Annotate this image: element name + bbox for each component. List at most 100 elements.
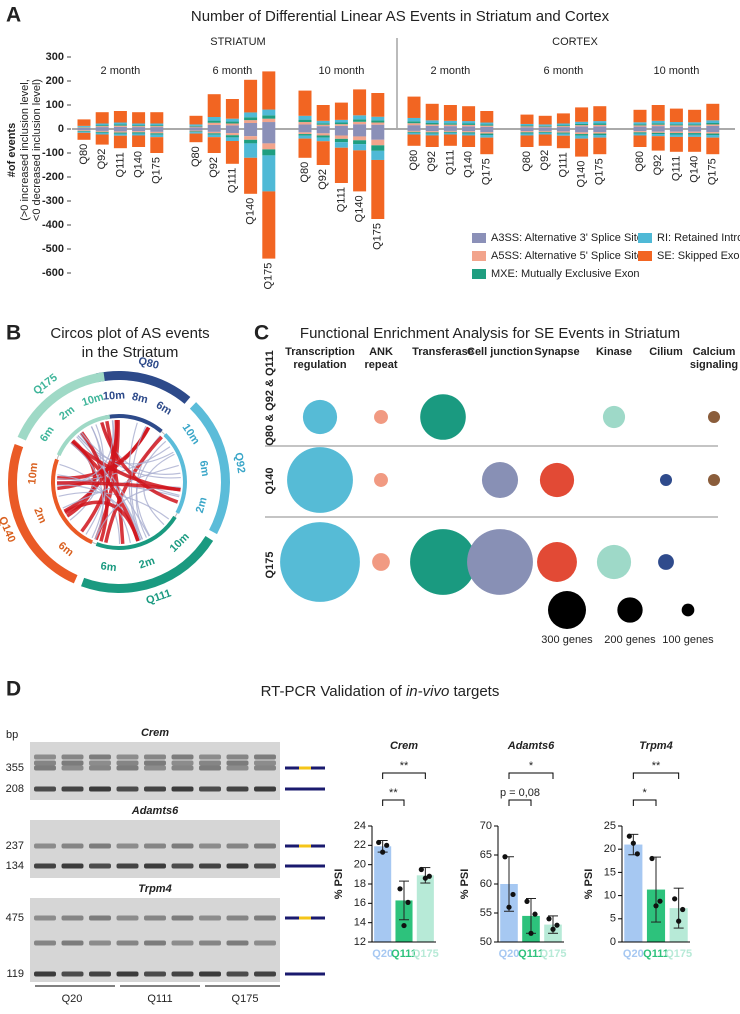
bar-segment: [652, 136, 665, 150]
circos-age-label: 10m: [168, 531, 192, 555]
bar-segment: [593, 123, 606, 124]
bar-segment: [96, 129, 109, 131]
bar-segment: [96, 123, 109, 125]
bubble: [597, 545, 631, 579]
y-tick-label: 65: [480, 849, 492, 861]
legend-swatch: [472, 251, 486, 261]
gel-band: [199, 761, 221, 766]
bar-segment: [317, 138, 330, 142]
bar-segment: [426, 120, 439, 123]
data-point: [680, 907, 685, 912]
bar-segment: [593, 138, 606, 155]
x-tick-label: Q20: [623, 948, 644, 960]
bar-segment: [335, 120, 348, 123]
y-axis-label: <0 decreased inclusion level): [31, 79, 43, 221]
x-tick-label: Q175: [151, 157, 163, 184]
bar-segment: [335, 129, 348, 135]
bar-segment: [575, 136, 588, 139]
gel-band: [199, 941, 221, 946]
bar-segment: [226, 125, 239, 129]
bubble: [303, 400, 337, 434]
bar-segment: [706, 129, 719, 132]
bar-segment: [299, 132, 312, 134]
gel-band: [144, 844, 166, 849]
bar-segment: [539, 116, 552, 125]
gel-band: [62, 972, 84, 977]
bar-segment: [132, 131, 145, 132]
bar-segment: [593, 132, 606, 133]
y-tick-label: 24: [354, 820, 366, 832]
bar-segment: [132, 135, 145, 147]
gel-band: [227, 755, 249, 760]
gel-band: [172, 916, 194, 921]
gel-band: [254, 844, 276, 849]
bar-segment: [244, 143, 257, 157]
gel-band: [89, 916, 111, 921]
circos-title: Circos plot of AS events: [50, 325, 209, 342]
bar-segment: [78, 128, 91, 129]
bar-segment: [208, 94, 221, 117]
bar-segment: [317, 125, 330, 126]
bar-segment: [335, 148, 348, 183]
y-tick-label: 10: [604, 890, 616, 902]
bar-segment: [244, 120, 257, 123]
gel-band: [254, 761, 276, 766]
gel-band: [117, 787, 139, 792]
y-tick-label: 5: [610, 913, 616, 925]
legend-swatch: [638, 233, 652, 243]
bar-segment: [462, 106, 475, 121]
bar-segment: [426, 104, 439, 121]
bar-segment: [353, 119, 366, 121]
bar-segment: [670, 127, 683, 129]
bar-segment: [444, 121, 457, 123]
bar-segment: [539, 127, 552, 128]
panel-label: C: [254, 322, 269, 345]
band-size-label: 134: [6, 860, 24, 872]
bar-segment: [244, 80, 257, 113]
bar-segment: [593, 134, 606, 135]
bar-segment: [706, 138, 719, 155]
bar-segment: [114, 134, 127, 136]
significance-bracket: [633, 773, 678, 779]
bar-segment: [262, 122, 275, 129]
bar-segment: [670, 122, 683, 124]
bar-segment: [557, 136, 570, 148]
bar-segment: [557, 126, 570, 127]
bar-segment: [462, 131, 475, 132]
bar-segment: [244, 112, 257, 117]
y-axis-label: % PSI: [583, 869, 595, 900]
y-tick-label: 18: [354, 878, 366, 890]
bar-segment: [226, 123, 239, 125]
data-point: [635, 851, 640, 856]
bar-segment: [557, 123, 570, 125]
legend-swatch: [638, 251, 652, 261]
bar-segment: [575, 124, 588, 125]
x-tick-label: Q111: [114, 152, 126, 177]
lane-label: Q20: [62, 993, 83, 1005]
y-tick-label: 15: [604, 866, 616, 878]
gel-band: [34, 766, 56, 771]
bubble: [708, 411, 720, 423]
bar-segment: [132, 134, 145, 136]
bar-segment: [190, 132, 203, 133]
circos-age-label: 2m: [137, 555, 156, 572]
x-tick-label: Q111: [226, 168, 238, 193]
data-point: [546, 916, 551, 921]
y-tick-label: 100: [46, 99, 64, 111]
bar-segment: [132, 125, 145, 126]
significance-bracket: [383, 800, 404, 806]
bar-segment: [299, 91, 312, 116]
bar-segment: [371, 123, 384, 125]
bar-segment: [557, 129, 570, 131]
bar-segment: [208, 129, 221, 132]
bar-segment: [634, 122, 647, 124]
bar-segment: [78, 130, 91, 131]
bar-segment: [299, 122, 312, 124]
gel-band: [199, 916, 221, 921]
bar-segment: [335, 126, 348, 129]
x-category-label: regulation: [293, 359, 346, 371]
bar-segment: [317, 123, 330, 124]
x-tick-label: Q80: [299, 162, 311, 183]
bar-segment: [480, 134, 493, 135]
gel-image: [30, 898, 280, 982]
